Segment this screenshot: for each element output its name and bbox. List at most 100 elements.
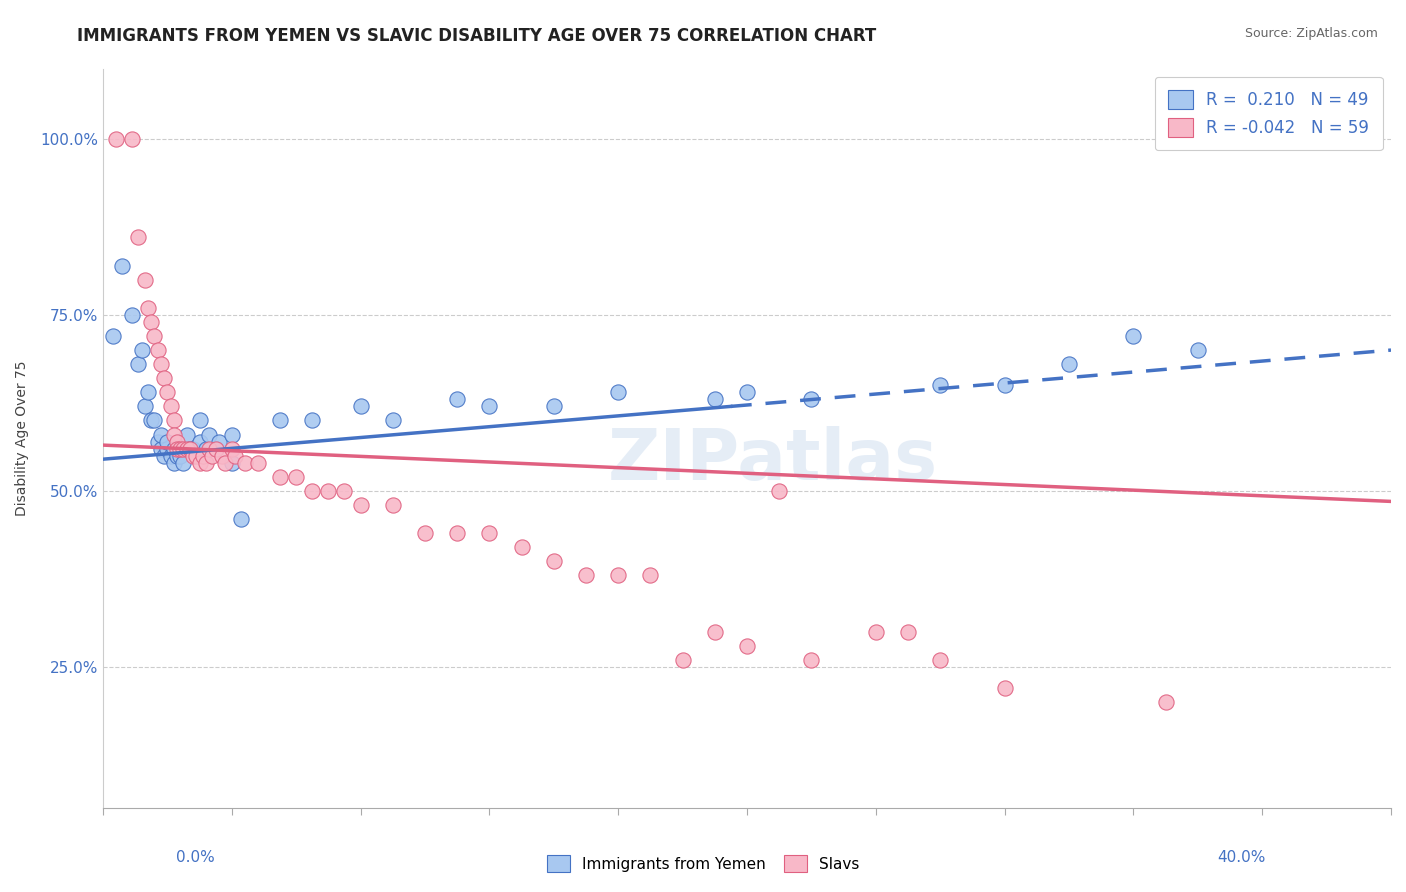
Point (897, 624, 920, 639)
Point (349, 400, 371, 414)
Point (1122, 329, 1144, 343)
Point (198, 442, 221, 456)
Point (208, 434, 231, 449)
Point (163, 442, 186, 456)
Point (166, 449, 188, 463)
Point (381, 498, 404, 512)
Point (233, 456, 256, 470)
Point (172, 456, 194, 470)
Point (163, 456, 186, 470)
Point (191, 449, 214, 463)
Point (929, 653, 952, 667)
Point (478, 526, 501, 541)
Point (231, 512, 253, 526)
Point (349, 498, 371, 512)
Point (166, 442, 188, 456)
Point (195, 456, 218, 470)
Point (169, 442, 191, 456)
Point (198, 427, 221, 442)
Point (159, 400, 181, 414)
Point (735, 639, 758, 653)
Point (201, 449, 224, 463)
Point (146, 343, 169, 357)
Point (246, 456, 269, 470)
Legend: R =  0.210   N = 49, R = -0.042   N = 59: R = 0.210 N = 49, R = -0.042 N = 59 (1154, 77, 1382, 151)
Point (121, 308, 143, 322)
Point (285, 470, 308, 484)
Point (204, 442, 226, 456)
Point (446, 392, 468, 407)
Point (865, 624, 887, 639)
Text: Source: ZipAtlas.com: Source: ZipAtlas.com (1244, 27, 1378, 40)
Point (703, 624, 725, 639)
Point (607, 568, 630, 582)
Point (929, 378, 952, 392)
Point (413, 526, 436, 541)
Point (188, 434, 211, 449)
Point (149, 357, 172, 371)
Point (735, 385, 758, 400)
Point (188, 413, 211, 427)
Point (172, 442, 194, 456)
Point (136, 301, 159, 315)
Point (800, 392, 823, 407)
Point (143, 329, 166, 343)
Point (211, 449, 233, 463)
Point (575, 568, 598, 582)
Legend: Immigrants from Yemen, Slavs: Immigrants from Yemen, Slavs (538, 847, 868, 880)
Point (176, 442, 198, 456)
Point (181, 449, 204, 463)
Point (188, 456, 211, 470)
Point (301, 483, 323, 498)
Point (607, 385, 630, 400)
Point (186, 449, 208, 463)
Point (301, 413, 323, 427)
Point (166, 434, 188, 449)
Point (224, 449, 246, 463)
Point (104, 132, 127, 146)
Point (146, 434, 169, 449)
Point (156, 442, 179, 456)
Point (994, 378, 1017, 392)
Point (1187, 343, 1209, 357)
Point (333, 483, 356, 498)
Point (1154, 695, 1177, 709)
Point (136, 385, 159, 400)
Point (510, 540, 533, 554)
Point (269, 413, 291, 427)
Point (446, 526, 468, 541)
Point (111, 259, 134, 273)
Text: 40.0%: 40.0% (1218, 850, 1265, 865)
Point (143, 413, 166, 427)
Text: 0.0%: 0.0% (176, 850, 215, 865)
Point (163, 427, 186, 442)
Y-axis label: Disability Age Over 75: Disability Age Over 75 (15, 360, 30, 516)
Point (149, 442, 172, 456)
Point (149, 427, 172, 442)
Point (121, 132, 143, 146)
Point (543, 400, 565, 414)
Point (127, 230, 149, 244)
Point (176, 427, 198, 442)
Point (153, 449, 176, 463)
Point (127, 357, 149, 371)
Point (543, 554, 565, 568)
Point (214, 456, 236, 470)
Point (195, 442, 218, 456)
Point (141, 315, 163, 329)
Point (141, 413, 163, 427)
Point (163, 413, 186, 427)
Point (221, 442, 243, 456)
Point (671, 653, 693, 667)
Point (768, 483, 790, 498)
Point (181, 442, 204, 456)
Point (381, 413, 404, 427)
Point (1057, 357, 1080, 371)
Point (800, 653, 823, 667)
Point (318, 483, 340, 498)
Point (703, 392, 725, 407)
Point (156, 434, 179, 449)
Point (101, 329, 124, 343)
Point (221, 456, 243, 470)
Point (159, 449, 181, 463)
